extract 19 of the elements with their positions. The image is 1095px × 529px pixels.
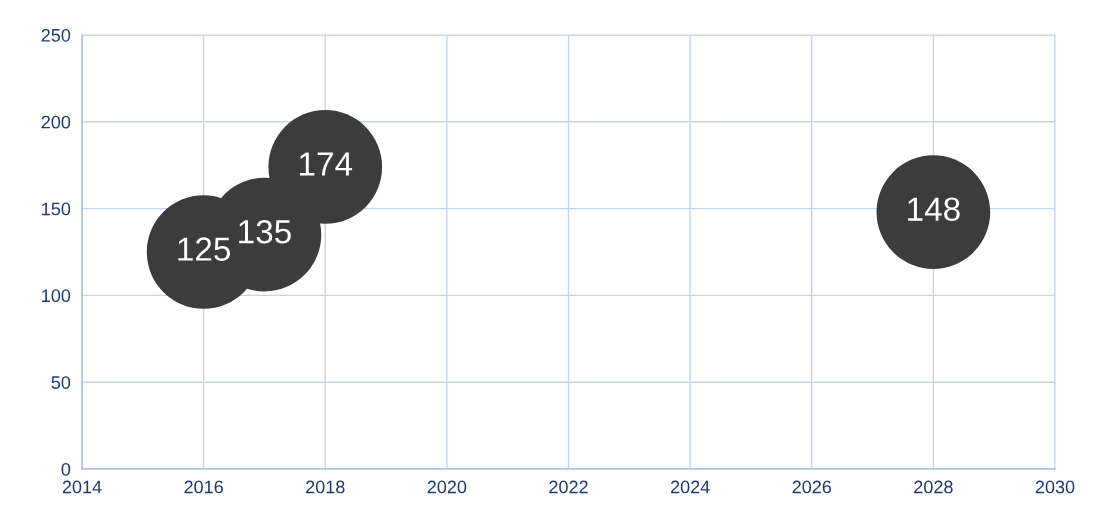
- x-tick-label: 2028: [914, 480, 953, 494]
- x-tick-label: 2014: [62, 480, 102, 494]
- data-label: 148: [908, 197, 960, 222]
- x-tick-label: 2016: [184, 480, 223, 494]
- y-tick-label: 0: [61, 462, 71, 476]
- x-tick-label: 2026: [792, 480, 832, 494]
- data-label: 135: [239, 219, 291, 244]
- y-tick-label: 150: [42, 202, 71, 216]
- x-tick-label: 2022: [549, 480, 588, 494]
- data-label: 125: [178, 237, 231, 261]
- y-tick-label: 250: [41, 28, 71, 42]
- x-tick-label: 2018: [306, 480, 345, 494]
- y-tick-label: 50: [51, 376, 71, 389]
- y-tick-label: 200: [41, 115, 71, 129]
- x-tick-label: 2020: [427, 480, 467, 494]
- y-tick-label: 100: [42, 289, 71, 303]
- x-tick-label: 2030: [1035, 480, 1075, 494]
- x-tick-label: 2024: [670, 480, 710, 494]
- data-label: 174: [299, 152, 353, 176]
